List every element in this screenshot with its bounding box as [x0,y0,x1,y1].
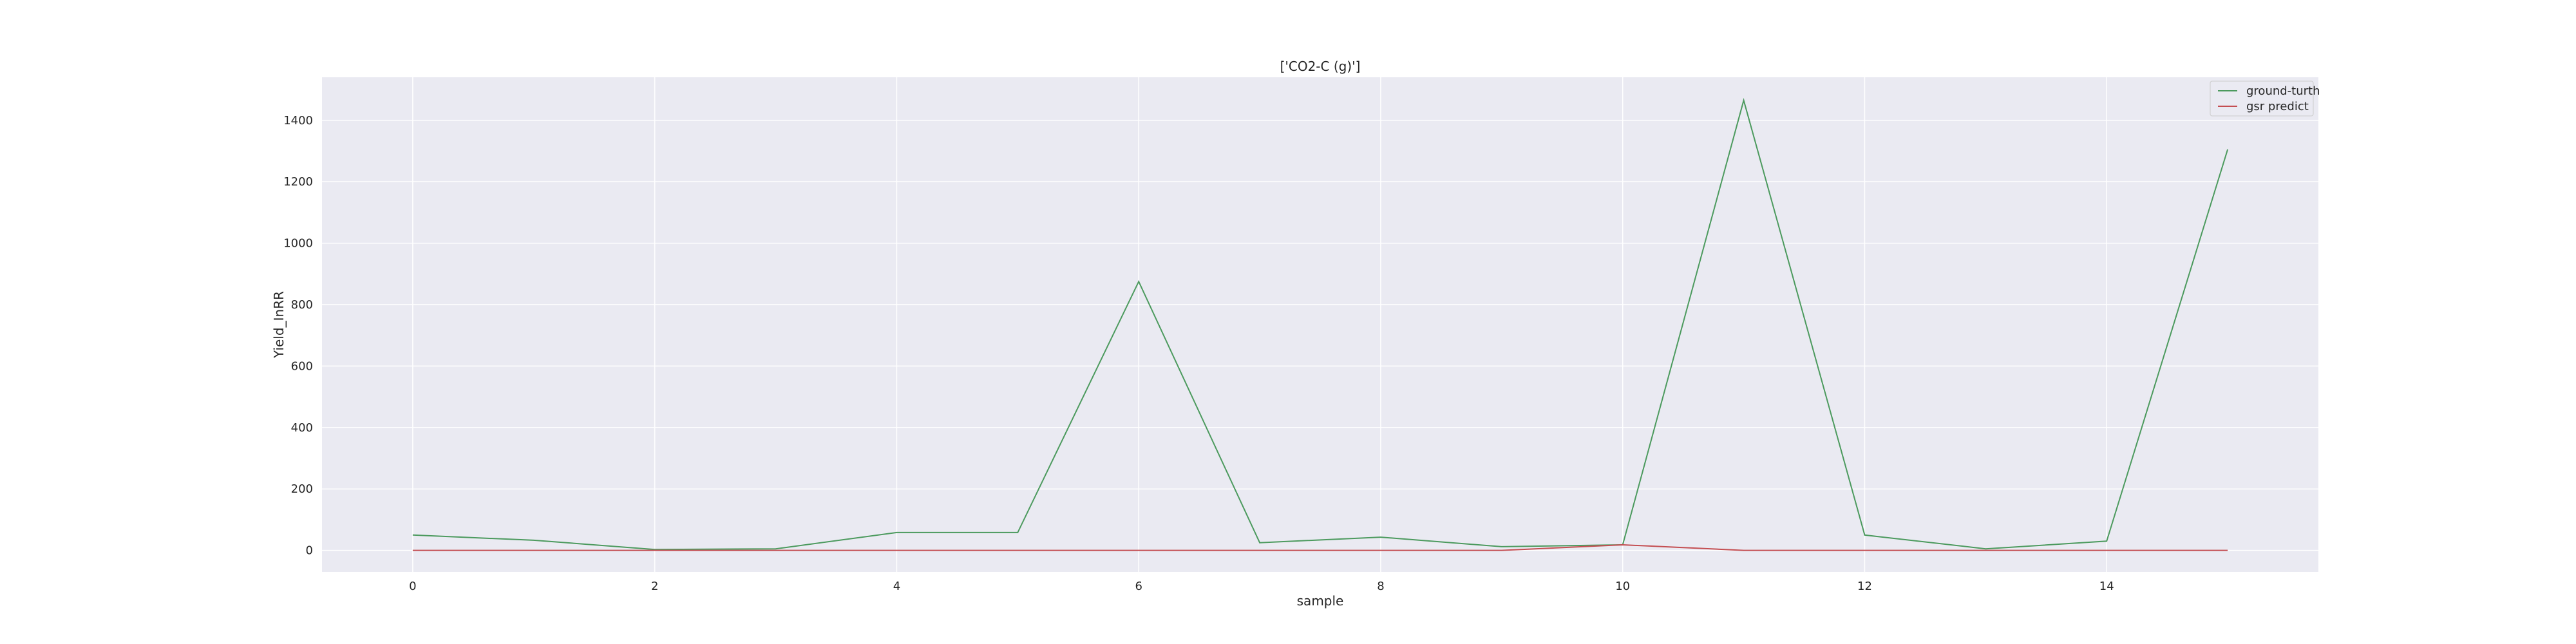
x-gridlines [412,77,2107,572]
x-tick-label: 6 [1135,580,1142,593]
y-tick-label: 200 [291,482,313,496]
y-tick-labels: 0 200 400 600 800 1000 1200 1400 [283,114,313,558]
y-tick-label: 800 [291,298,313,312]
plot-area [322,77,2318,572]
y-tick-label: 1200 [283,175,313,189]
y-tick-label: 1400 [283,114,313,128]
x-tick-label: 2 [651,580,658,593]
x-tick-label: 4 [893,580,900,593]
x-tick-label: 14 [2099,580,2114,593]
x-tick-labels: 0 2 4 6 8 10 12 14 [409,580,2114,593]
legend-label-ground-turth: ground-turth [2246,84,2320,98]
x-tick-label: 8 [1377,580,1384,593]
y-axis-label: Yield_InRR [271,291,287,359]
x-axis-label: sample [1297,593,1344,609]
legend-box [2210,80,2314,117]
y-tick-label: 400 [291,421,313,435]
x-tick-label: 10 [1615,580,1630,593]
y-tick-label: 0 [306,544,313,558]
chart-title: ['CO2-C (g)'] [1280,59,1361,74]
series-line-gsr-predict [412,544,2228,551]
series-layer [412,98,2229,551]
y-tick-label: 600 [291,359,313,373]
legend: ground-turth gsr predict [2210,80,2320,117]
legend-label-gsr-predict: gsr predict [2246,100,2309,113]
series-line-ground-turth [412,98,2229,551]
y-tick-label: 1000 [283,237,313,251]
x-tick-label: 0 [409,580,416,593]
x-tick-label: 12 [1857,580,1872,593]
